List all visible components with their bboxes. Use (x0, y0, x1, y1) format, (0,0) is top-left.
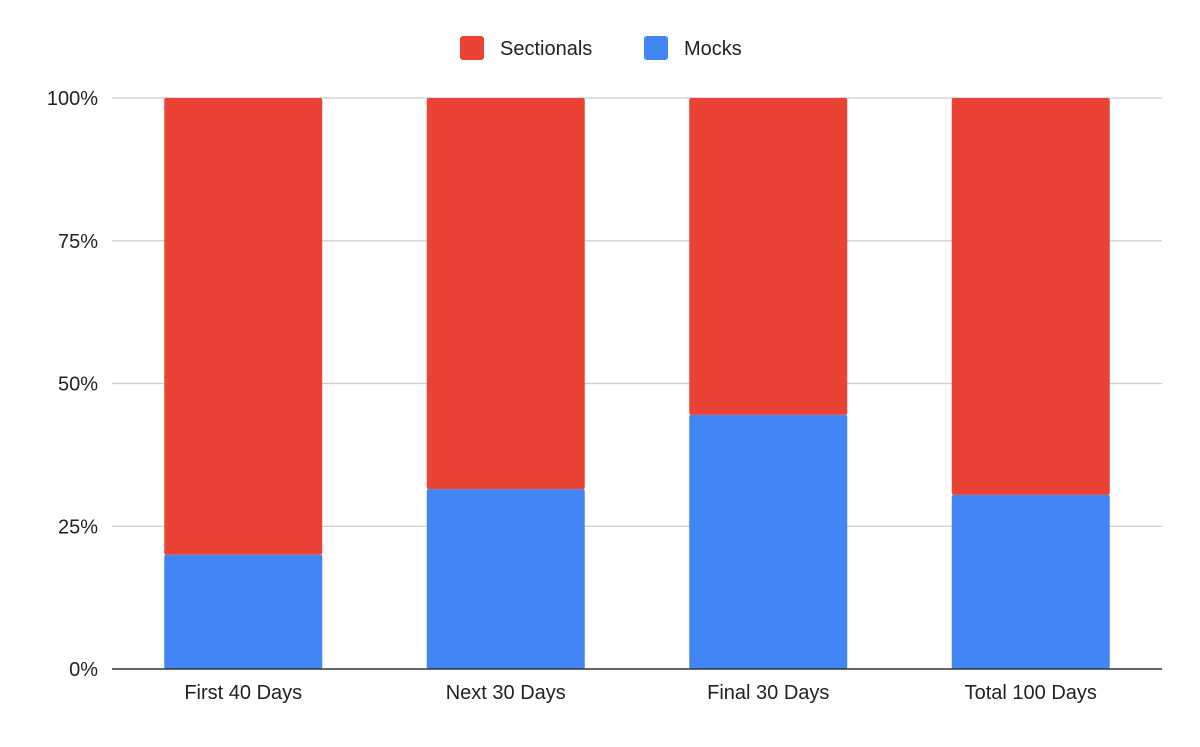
bar-sectionals-first-40-days (164, 98, 323, 555)
y-tick-label: 75% (58, 231, 98, 253)
bar-mocks-final-30-days (689, 414, 848, 669)
y-tick-label: 100% (47, 88, 98, 110)
bar-mocks-total-100-days (951, 494, 1110, 669)
x-axis-labels: First 40 Days Next 30 Days Final 30 Days To… (184, 682, 1097, 704)
bar-sectionals-total-100-days (951, 98, 1110, 495)
y-tick-label: 25% (58, 516, 98, 538)
x-tick-label: Final 30 Days (707, 682, 829, 704)
y-tick-label: 0% (69, 659, 98, 681)
bar-mocks-first-40-days (164, 554, 323, 669)
legend-label-sectionals: Sectionals (500, 38, 592, 60)
bar-sectionals-final-30-days (689, 98, 848, 415)
legend-swatch-sectionals (460, 36, 484, 60)
x-tick-label: First 40 Days (184, 682, 302, 704)
bar-mocks-next-30-days (426, 489, 585, 669)
bars (164, 98, 1110, 669)
legend: Sectionals Mocks (460, 36, 742, 60)
y-tick-label: 50% (58, 374, 98, 396)
bar-sectionals-next-30-days (426, 98, 585, 490)
x-tick-label: Total 100 Days (965, 682, 1097, 704)
legend-label-mocks: Mocks (684, 38, 742, 60)
x-tick-label: Next 30 Days (446, 682, 566, 704)
y-axis-ticks: 0% 25% 50% 75% 100% (47, 88, 98, 681)
legend-swatch-mocks (644, 36, 668, 60)
